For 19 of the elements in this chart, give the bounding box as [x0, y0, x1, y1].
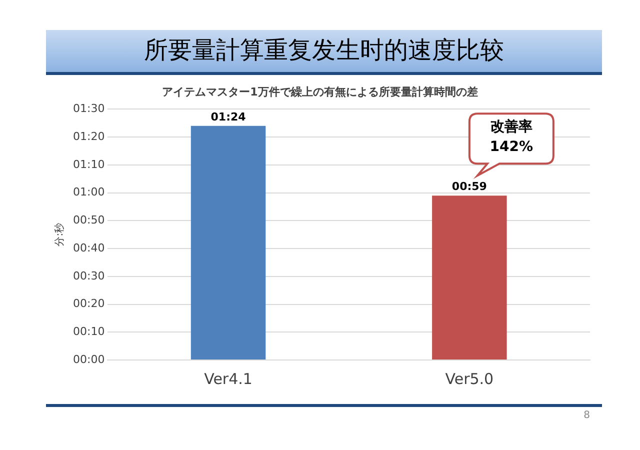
y-tick-label: 01:20 — [72, 130, 105, 143]
y-tick-label: 01:00 — [72, 186, 105, 199]
y-tick-label: 00:30 — [72, 269, 105, 282]
text: 8 — [584, 410, 590, 421]
x-tick-label: Ver5.0 — [445, 370, 494, 388]
y-tick-label: 00:40 — [72, 241, 105, 254]
chart-subtitle: アイテムマスター1万件で繰上の有無による所要量計算時間の差 — [162, 85, 478, 98]
data-label: 01:24 — [210, 110, 246, 124]
y-tick-label: 00:00 — [72, 352, 105, 366]
chart-title: 所要量計算重复发生时的速度比较 — [143, 35, 505, 66]
y-tick-label: 01:30 — [72, 102, 105, 116]
x-tick-label: Ver4.1 — [204, 370, 252, 388]
y-tick-label: 00:10 — [72, 324, 105, 338]
annotation: 改善率 142% — [490, 118, 534, 156]
y-tick-label: 00:20 — [72, 297, 105, 310]
y-axis-title: 分:秒 — [54, 222, 66, 246]
y-tick-label: 01:10 — [72, 158, 105, 171]
y-tick-label: 00:50 — [72, 214, 105, 227]
data-label: 00:59 — [452, 180, 487, 193]
